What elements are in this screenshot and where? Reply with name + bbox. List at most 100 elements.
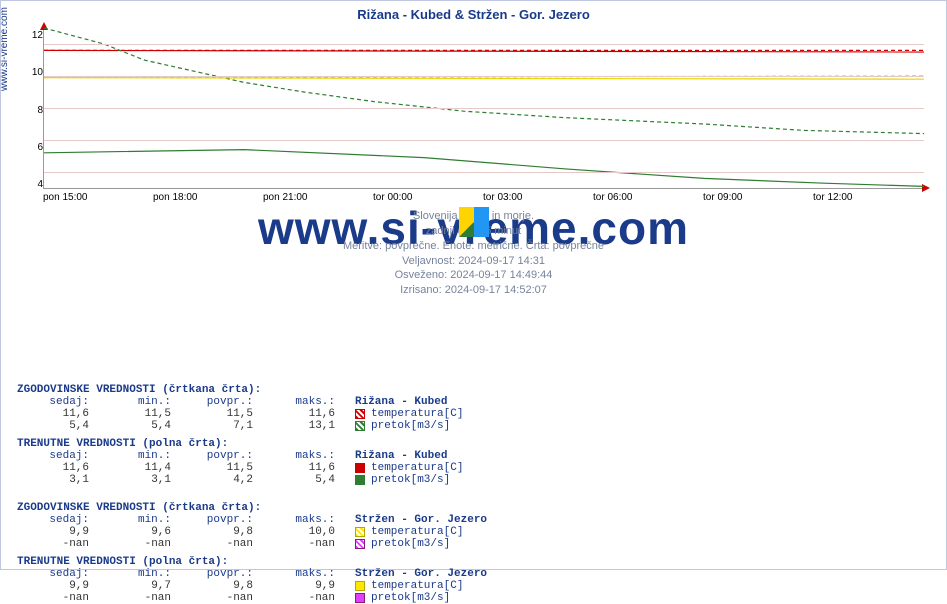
- swatch-icon: [355, 539, 365, 549]
- series-metric-label: temperatura[C]: [371, 462, 463, 474]
- x-tick: tor 06:00: [593, 192, 703, 203]
- series-metric-label: pretok[m3/s]: [371, 592, 450, 604]
- cell-value: 9,9: [263, 580, 345, 592]
- cell-value: 13,1: [263, 420, 345, 432]
- series-legend: pretok[m3/s]: [355, 420, 450, 432]
- series-legend: temperatura[C]: [355, 526, 463, 538]
- cell-value: -nan: [181, 592, 263, 604]
- col-header: sedaj:: [17, 396, 99, 408]
- table-row: -nan-nan-nan-nanpretok[m3/s]: [17, 592, 940, 604]
- series-station-name: Stržen - Gor. Jezero: [355, 514, 487, 526]
- series-metric-label: pretok[m3/s]: [371, 420, 450, 432]
- cell-value: 9,7: [99, 580, 181, 592]
- y-tick: 10: [7, 67, 43, 78]
- series-legend: pretok[m3/s]: [355, 538, 450, 550]
- x-tick: tor 03:00: [483, 192, 593, 203]
- section-title: ZGODOVINSKE VREDNOSTI (črtkana črta):: [17, 502, 940, 514]
- x-tick: pon 15:00: [43, 192, 153, 203]
- meta-line: Meritve: povprečne. Enote: metrične. Črt…: [7, 239, 940, 254]
- cell-value: 11,6: [17, 462, 99, 474]
- y-tick: 12: [7, 30, 43, 41]
- table-header-row: sedaj:min.:povpr.:maks.:Rižana - Kubed: [17, 396, 940, 408]
- y-tick: 8: [7, 105, 43, 116]
- series-metric-label: pretok[m3/s]: [371, 538, 450, 550]
- cell-value: 4,2: [181, 474, 263, 486]
- series-legend: temperatura[C]: [355, 462, 463, 474]
- swatch-icon: [355, 581, 365, 591]
- table-row: 5,45,47,113,1pretok[m3/s]: [17, 420, 940, 432]
- x-tick: tor 12:00: [813, 192, 923, 203]
- cell-value: -nan: [181, 538, 263, 550]
- cell-value: 11,6: [263, 408, 345, 420]
- cell-value: -nan: [263, 592, 345, 604]
- chart-area: 12 10 8 6 4: [7, 28, 940, 192]
- x-tick: tor 00:00: [373, 192, 483, 203]
- series-legend: temperatura[C]: [355, 580, 463, 592]
- chart-meta: Slovenija - reke in morje. zadnji dan / …: [7, 209, 940, 298]
- series-metric-label: pretok[m3/s]: [371, 474, 450, 486]
- cell-value: -nan: [263, 538, 345, 550]
- col-header: povpr.:: [181, 396, 263, 408]
- chart-frame: Rižana - Kubed & Stržen - Gor. Jezero ww…: [0, 0, 947, 570]
- series-legend: pretok[m3/s]: [355, 474, 450, 486]
- swatch-icon: [355, 475, 365, 485]
- section-title: TRENUTNE VREDNOSTI (polna črta):: [17, 556, 940, 568]
- y-axis-label: www.si-vreme.com: [0, 7, 10, 91]
- cell-value: 9,9: [17, 580, 99, 592]
- series-metric-label: temperatura[C]: [371, 526, 463, 538]
- cell-value: 7,1: [181, 420, 263, 432]
- cell-value: -nan: [17, 592, 99, 604]
- y-tick: 4: [7, 179, 43, 190]
- cell-value: 11,4: [99, 462, 181, 474]
- series-station-name: Rižana - Kubed: [355, 450, 447, 462]
- series-metric-label: temperatura[C]: [371, 408, 463, 420]
- cell-value: 9,9: [17, 526, 99, 538]
- plot-region: [43, 28, 924, 189]
- cell-value: 10,0: [263, 526, 345, 538]
- cell-value: 11,5: [181, 408, 263, 420]
- cell-value: 9,8: [181, 526, 263, 538]
- table-row: 9,99,79,89,9temperatura[C]: [17, 580, 940, 592]
- x-tick: pon 21:00: [263, 192, 373, 203]
- series-strzen_temp_curr: [44, 78, 924, 80]
- swatch-icon: [355, 463, 365, 473]
- y-axis-ticks: 12 10 8 6 4: [7, 28, 43, 192]
- swatch-icon: [355, 593, 365, 603]
- cell-value: 5,4: [99, 420, 181, 432]
- col-header: min.:: [99, 450, 181, 462]
- cell-value: 11,6: [17, 408, 99, 420]
- swatch-icon: [355, 409, 365, 419]
- table-row: 11,611,411,511,6temperatura[C]: [17, 462, 940, 474]
- y-tick: 6: [7, 142, 43, 153]
- section-title: ZGODOVINSKE VREDNOSTI (črtkana črta):: [17, 384, 940, 396]
- table-row: 9,99,69,810,0 temperatura[C]: [17, 526, 940, 538]
- cell-value: 5,4: [17, 420, 99, 432]
- meta-line: Veljavnost: 2024-09-17 14:31: [7, 254, 940, 269]
- x-tick: pon 18:00: [153, 192, 263, 203]
- x-tick: tor 09:00: [703, 192, 813, 203]
- col-header: maks.:: [263, 396, 345, 408]
- table-row: 3,13,14,25,4pretok[m3/s]: [17, 474, 940, 486]
- cell-value: -nan: [17, 538, 99, 550]
- cell-value: 9,8: [181, 580, 263, 592]
- series-legend: pretok[m3/s]: [355, 592, 450, 604]
- data-tables: ZGODOVINSKE VREDNOSTI (črtkana črta):sed…: [7, 384, 940, 604]
- meta-line: Izrisano: 2024-09-17 14:52:07: [7, 283, 940, 298]
- cell-value: -nan: [99, 538, 181, 550]
- col-header: min.:: [99, 396, 181, 408]
- table-row: 11,611,511,511,6temperatura[C]: [17, 408, 940, 420]
- cell-value: 9,6: [99, 526, 181, 538]
- cell-value: 11,5: [99, 408, 181, 420]
- series-rizana_flow_curr: [44, 150, 924, 187]
- x-axis-ticks: pon 15:00pon 18:00pon 21:00tor 00:00tor …: [43, 192, 923, 203]
- section-title: TRENUTNE VREDNOSTI (polna črta):: [17, 438, 940, 450]
- swatch-icon: [355, 527, 365, 537]
- series-rizana_temp_curr: [44, 50, 924, 52]
- col-header: maks.:: [263, 514, 345, 526]
- col-header: povpr.:: [181, 450, 263, 462]
- col-header: maks.:: [263, 450, 345, 462]
- col-header: sedaj:: [17, 514, 99, 526]
- series-metric-label: temperatura[C]: [371, 580, 463, 592]
- table-header-row: sedaj:min.:povpr.:maks.:Stržen - Gor. Je…: [17, 514, 940, 526]
- table-header-row: sedaj:min.:povpr.:maks.:Rižana - Kubed: [17, 450, 940, 462]
